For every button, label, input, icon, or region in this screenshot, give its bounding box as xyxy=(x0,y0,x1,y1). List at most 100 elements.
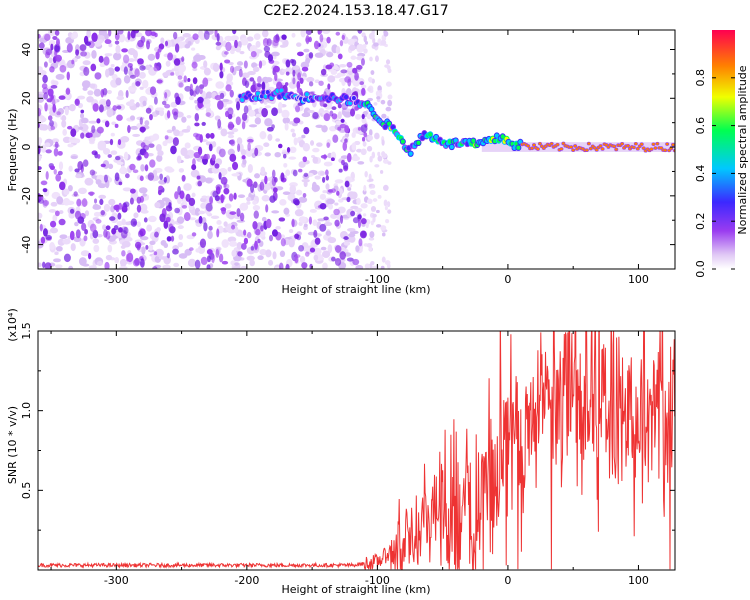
noise-mark xyxy=(173,129,180,137)
noise-mark xyxy=(342,141,348,152)
noise-mark xyxy=(177,241,184,248)
ridge-mark xyxy=(449,144,454,150)
noise-mark xyxy=(58,161,64,171)
noise-mark xyxy=(263,182,271,191)
noise-mark xyxy=(285,169,291,176)
noise-mark xyxy=(264,152,271,157)
noise-mark xyxy=(248,124,258,128)
noise-mark xyxy=(104,261,110,269)
colorbar-gradient xyxy=(712,30,735,269)
noise-mark xyxy=(149,240,156,246)
noise-mark xyxy=(56,196,64,205)
noise-mark xyxy=(240,265,248,269)
noise-mark xyxy=(360,203,368,209)
noise-mark xyxy=(53,168,57,175)
noise-mark xyxy=(372,213,377,218)
noise-mark xyxy=(221,239,229,248)
noise-mark xyxy=(369,155,373,163)
noise-mark xyxy=(200,256,208,266)
noise-mark xyxy=(343,162,349,170)
noise-mark xyxy=(232,30,237,35)
noise-mark xyxy=(194,207,201,216)
noise-mark xyxy=(387,209,392,214)
noise-mark xyxy=(370,206,377,212)
noise-mark xyxy=(344,180,350,188)
noise-mark xyxy=(39,223,43,232)
noise-mark xyxy=(252,204,261,211)
ridge-mark xyxy=(663,149,667,152)
noise-mark xyxy=(227,134,235,139)
noise-mark xyxy=(89,223,97,233)
noise-mark xyxy=(88,252,92,260)
noise-mark xyxy=(325,183,330,190)
ridge-mark xyxy=(400,139,405,144)
noise-mark xyxy=(387,99,393,107)
noise-mark xyxy=(381,153,388,159)
noise-mark xyxy=(285,71,290,76)
noise-mark xyxy=(80,109,85,114)
noise-mark xyxy=(120,136,130,143)
noise-mark xyxy=(49,120,54,127)
ridge-mark xyxy=(408,151,413,156)
spectrogram-ticks: -300 -200 -100 0 100 40 20 0 -20 -40 xyxy=(20,30,675,286)
noise-mark xyxy=(247,138,254,143)
noise-mark xyxy=(254,240,258,250)
ridge-mark xyxy=(304,92,309,97)
noise-mark xyxy=(118,181,123,186)
noise-mark xyxy=(108,43,113,48)
noise-mark xyxy=(237,194,246,199)
noise-mark xyxy=(363,184,367,192)
noise-mark xyxy=(112,105,118,111)
noise-mark xyxy=(224,35,233,42)
noise-mark xyxy=(361,136,366,142)
noise-mark xyxy=(319,33,324,43)
noise-mark xyxy=(362,141,367,147)
noise-mark xyxy=(205,202,213,212)
noise-mark xyxy=(171,68,179,72)
noise-mark xyxy=(110,64,115,68)
noise-mark xyxy=(170,101,178,108)
noise-mark xyxy=(117,138,122,146)
noise-mark xyxy=(114,32,120,41)
ridge-mark xyxy=(471,138,476,143)
noise-mark xyxy=(127,30,131,41)
noise-mark xyxy=(366,198,373,205)
noise-mark xyxy=(178,40,185,49)
ridge-mark xyxy=(573,144,577,148)
noise-mark xyxy=(159,173,163,181)
noise-mark xyxy=(309,208,317,213)
ridge-mark xyxy=(634,142,638,145)
ridge-mark xyxy=(277,94,282,99)
noise-mark xyxy=(303,48,310,53)
noise-mark xyxy=(351,155,361,162)
noise-mark xyxy=(207,230,213,240)
noise-mark xyxy=(206,264,211,269)
noise-mark xyxy=(163,176,167,183)
noise-mark xyxy=(121,250,126,257)
noise-mark xyxy=(344,76,352,83)
noise-mark xyxy=(304,251,310,257)
noise-mark xyxy=(369,190,376,195)
colorbar-tick-label: 0.8 xyxy=(694,69,707,87)
noise-mark xyxy=(346,152,352,163)
noise-mark xyxy=(49,165,55,171)
noise-mark xyxy=(377,85,382,92)
noise-mark xyxy=(140,236,149,241)
noise-mark xyxy=(71,59,75,65)
x-tick-label: -200 xyxy=(234,574,259,587)
noise-mark xyxy=(174,43,180,53)
noise-mark xyxy=(368,77,373,83)
noise-mark xyxy=(302,156,308,163)
x-tick-label: -200 xyxy=(234,273,259,286)
noise-mark xyxy=(193,151,201,159)
noise-mark xyxy=(311,184,320,192)
noise-mark xyxy=(225,110,229,118)
x-tick-label: 0 xyxy=(504,273,511,286)
noise-mark xyxy=(187,77,191,82)
noise-mark xyxy=(111,73,118,80)
noise-mark xyxy=(241,243,247,250)
noise-mark xyxy=(191,47,196,51)
noise-mark xyxy=(245,147,253,157)
noise-mark xyxy=(203,222,208,232)
noise-mark xyxy=(246,178,253,187)
